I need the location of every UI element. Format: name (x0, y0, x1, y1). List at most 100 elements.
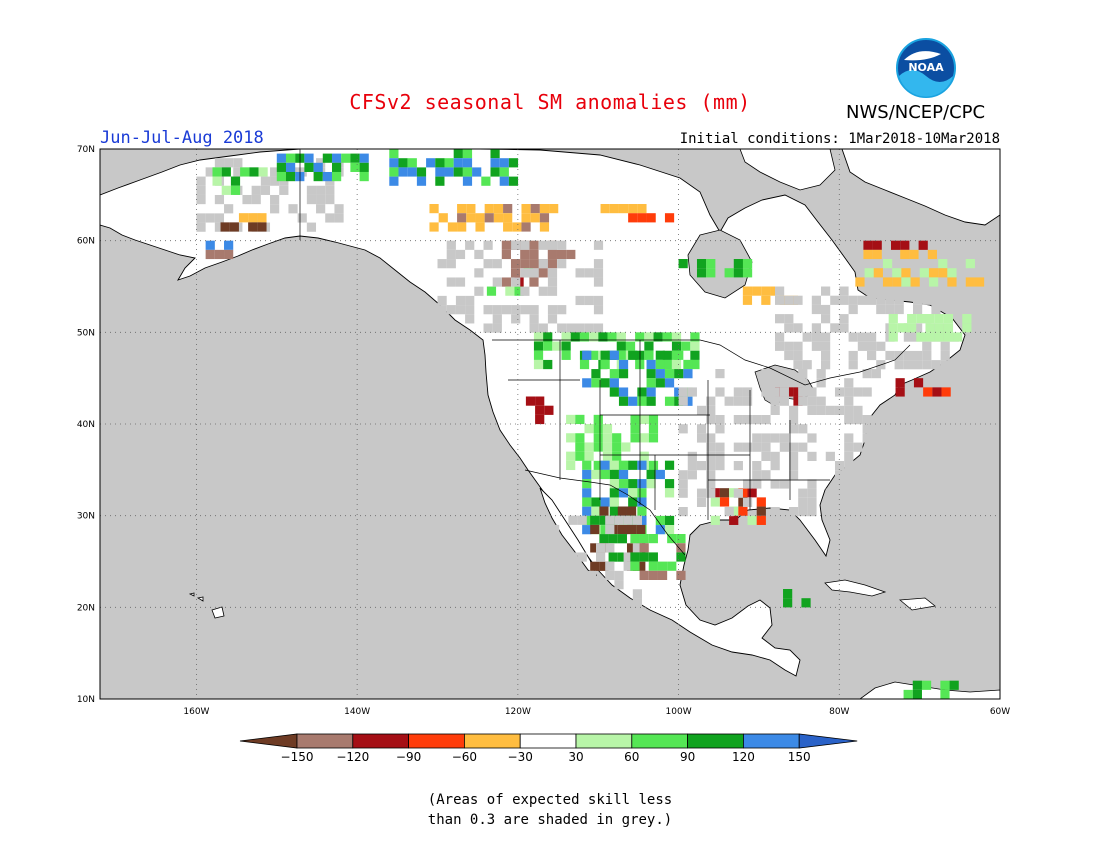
low-skill-cell (501, 305, 512, 315)
anomaly-cell (535, 396, 545, 406)
anomaly-cell (501, 249, 511, 260)
anomaly-cell (575, 451, 585, 461)
lat-tick-label: 10N (77, 695, 95, 705)
low-skill-cell (862, 369, 872, 379)
lon-tick-label: 160W (183, 707, 209, 717)
anomaly-cell (671, 359, 682, 370)
anomaly-cell (220, 222, 230, 232)
low-skill-cell (788, 442, 799, 452)
low-skill-cell (325, 213, 335, 223)
anomaly-cell (938, 268, 948, 278)
anomaly-cell (617, 524, 627, 535)
low-skill-cell (446, 277, 456, 287)
low-skill-cell (446, 240, 456, 250)
anomaly-cell (582, 350, 592, 360)
anomaly-cell (872, 249, 882, 260)
low-skill-cell (779, 396, 789, 406)
anomaly-cell (637, 506, 647, 516)
low-skill-cell (811, 295, 821, 305)
low-skill-cell (465, 314, 475, 324)
low-skill-cell (474, 268, 484, 278)
low-skill-cell (483, 323, 493, 333)
lat-tick-label: 60N (77, 237, 95, 247)
anomaly-cell (628, 396, 638, 406)
low-skill-cell (742, 479, 753, 489)
low-skill-cell (568, 598, 578, 608)
anomaly-cell (529, 277, 539, 287)
low-skill-cell (931, 304, 941, 315)
lon-tick-label: 80W (829, 707, 849, 717)
anomaly-cell (617, 506, 627, 516)
low-skill-cell (224, 204, 234, 214)
anomaly-cell (453, 158, 463, 168)
anomaly-cell (457, 222, 467, 232)
anomaly-cell (706, 268, 716, 278)
anomaly-cell (646, 359, 656, 370)
low-skill-cell (862, 424, 872, 434)
low-skill-cell (940, 341, 950, 351)
low-skill-cell (593, 277, 604, 287)
low-skill-cell (715, 461, 725, 471)
anomaly-cell (934, 332, 944, 342)
low-skill-cell (825, 488, 835, 498)
low-skill-cell (593, 240, 604, 250)
anomaly-cell (639, 552, 649, 562)
low-skill-cell (862, 488, 872, 498)
low-skill-cell (871, 470, 881, 480)
low-skill-cell (593, 323, 604, 333)
low-skill-cell (844, 415, 854, 425)
low-skill-cell (196, 222, 206, 232)
anomaly-cell (529, 249, 539, 260)
low-skill-cell (871, 451, 881, 461)
low-skill-cell (557, 305, 567, 315)
low-skill-cell (687, 387, 697, 397)
anomaly-cell (646, 479, 656, 489)
low-skill-cell (793, 341, 803, 351)
low-skill-cell (577, 552, 587, 562)
anomaly-cell (276, 171, 286, 182)
legend-label: −60 (452, 750, 477, 764)
low-skill-cell (752, 442, 762, 452)
low-skill-cell (706, 451, 716, 461)
anomaly-cell (462, 149, 473, 159)
anomaly-cell (872, 240, 882, 250)
low-skill-cell (696, 424, 707, 434)
low-skill-cell (614, 515, 624, 525)
anomaly-cell (508, 176, 519, 186)
anomaly-cell (566, 451, 576, 461)
low-skill-cell (793, 323, 803, 333)
low-skill-cell (733, 387, 743, 397)
anomaly-cell (696, 259, 707, 269)
graticule (100, 149, 1000, 699)
low-skill-cell (807, 497, 817, 507)
low-skill-cell (733, 442, 743, 452)
anomaly-cell (322, 153, 332, 163)
low-skill-cell (559, 570, 569, 581)
low-skill-cell (566, 323, 576, 333)
low-skill-cell (511, 277, 521, 287)
anomaly-cell (921, 680, 932, 690)
low-skill-cell (520, 305, 530, 315)
anomaly-cell (566, 414, 576, 425)
anomaly-cell (657, 570, 668, 580)
anomaly-cell (444, 167, 454, 177)
low-skill-cell (687, 470, 697, 480)
low-skill-cell (632, 598, 642, 608)
low-skill-cell (844, 488, 854, 498)
anomaly-cell (508, 158, 519, 168)
anomaly-cell (742, 286, 753, 296)
anomaly-cell (503, 204, 513, 214)
low-skill-cell (455, 295, 466, 306)
anomaly-cell (322, 171, 332, 182)
anomaly-cell (664, 369, 675, 379)
low-skill-cell (465, 305, 475, 315)
low-skill-cell (848, 350, 858, 361)
low-skill-cell (214, 222, 225, 232)
anomaly-cell (525, 396, 536, 406)
anomaly-cell (626, 506, 637, 516)
low-skill-cell (455, 277, 466, 287)
anomaly-cell (514, 286, 524, 296)
anomaly-cell (738, 506, 748, 516)
legend-label: 150 (788, 750, 811, 764)
anomaly-cell (941, 387, 951, 397)
